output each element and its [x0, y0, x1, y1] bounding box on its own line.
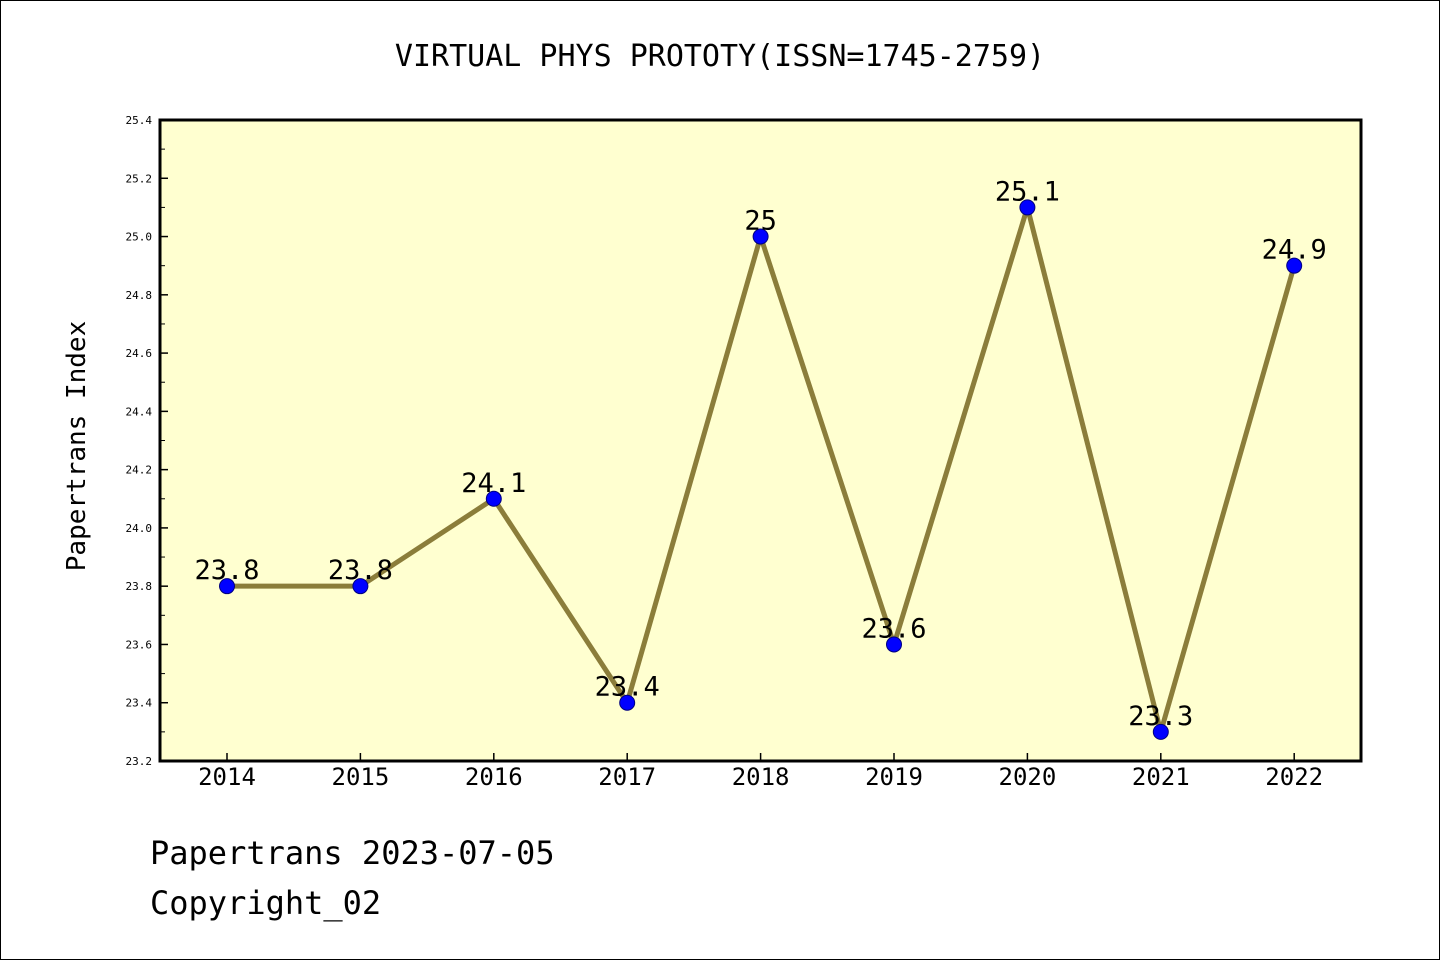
y-tick-label: 23.6 [126, 638, 153, 651]
data-point [352, 578, 369, 595]
y-tick-label: 25.2 [126, 172, 153, 185]
y-tick-label: 24.4 [126, 405, 153, 418]
data-label: 23.4 [595, 672, 660, 703]
series-points-group [219, 199, 1303, 740]
data-point [752, 228, 769, 245]
data-label: 23.8 [194, 555, 259, 586]
x-tick-label: 2022 [1265, 763, 1323, 791]
data-labels-group: 23.8 23.8 24.1 23.4 25 23.6 25.1 23.3 24.9 [194, 176, 1326, 731]
data-point [485, 490, 502, 507]
data-label: 23.8 [328, 555, 393, 586]
plot-area [158, 118, 1363, 763]
data-point [886, 636, 902, 653]
footer-date-text: Papertrans 2023-07-05 [150, 834, 555, 872]
y-tick-label: 23.2 [126, 755, 153, 768]
x-tick-label: 2019 [865, 763, 923, 791]
x-axis-ticks: 2014 2015 2016 2017 2018 2019 2020 2021 2022 [198, 753, 1323, 791]
y-tick-label: 24.8 [126, 289, 153, 302]
y-axis-ticks: 23.2 23.4 23.6 23.8 24.0 24.2 24.4 24.6 24.8 25.0… [126, 114, 168, 768]
footer-copyright-text: Copyright_02 [150, 884, 382, 922]
data-label: 25.1 [995, 176, 1060, 207]
y-tick-label: 24.0 [126, 522, 153, 535]
x-tick-label: 2016 [465, 763, 523, 791]
data-label: 23.6 [861, 613, 926, 644]
chart-title: VIRTUAL PHYS PROTOTY(ISSN=1745-2759) [395, 39, 1045, 74]
y-axis-label: Papertrans Index [62, 321, 92, 571]
data-point [1286, 257, 1303, 274]
data-point [619, 694, 636, 711]
data-label: 24.9 [1262, 235, 1327, 266]
data-label: 25 [744, 206, 777, 237]
y-tick-label: 23.4 [126, 697, 153, 710]
data-point [219, 578, 235, 595]
x-tick-label: 2017 [598, 763, 656, 791]
x-tick-label: 2021 [1132, 763, 1190, 791]
y-tick-label: 23.8 [126, 580, 153, 593]
data-label: 24.1 [461, 468, 526, 499]
x-tick-label: 2015 [332, 763, 390, 791]
y-tick-label: 25.4 [126, 114, 153, 127]
x-tick-label: 2018 [732, 763, 790, 791]
y-tick-label: 24.2 [126, 464, 153, 477]
data-label: 23.3 [1128, 701, 1193, 732]
data-point [1019, 199, 1036, 216]
x-tick-label: 2020 [999, 763, 1057, 791]
data-point [1152, 723, 1169, 740]
y-tick-label: 25.0 [126, 231, 153, 244]
y-tick-label: 24.6 [126, 347, 153, 360]
x-tick-label: 2014 [198, 763, 256, 791]
